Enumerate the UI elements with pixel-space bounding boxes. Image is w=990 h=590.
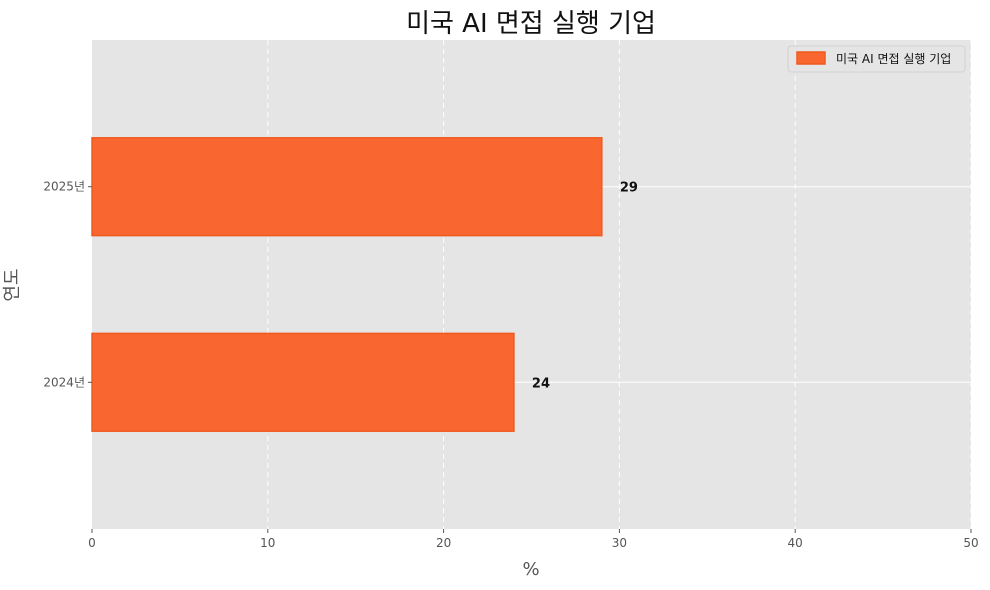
legend-swatch xyxy=(796,51,826,65)
data-labels-group: 24 29 xyxy=(532,181,638,392)
x-tick-label: 10 xyxy=(260,536,275,550)
x-axis-label: % xyxy=(522,559,539,580)
data-label: 29 xyxy=(620,181,638,196)
legend: 미국 AI 면접 실행 기업 xyxy=(787,45,966,73)
y-axis-label: 연도 xyxy=(2,268,23,301)
data-label: 24 xyxy=(532,376,550,391)
legend-label: 미국 AI 면접 실행 기업 xyxy=(836,51,951,66)
x-tick-label: 0 xyxy=(88,536,96,550)
bar-2024년 xyxy=(91,332,515,432)
plot-area xyxy=(92,40,971,529)
x-tick-label: 30 xyxy=(612,536,627,550)
y-tick-label: 2024년 xyxy=(43,375,85,389)
y-tick-label: 2025년 xyxy=(43,180,85,194)
x-tick-label: 20 xyxy=(436,536,451,550)
x-tick-label: 50 xyxy=(963,536,978,550)
bar-2025년 xyxy=(91,137,603,237)
legend-box xyxy=(787,45,966,73)
y-axis-ticks: 2024년 2025년 xyxy=(43,180,92,389)
x-axis-ticks: 0 10 20 30 40 50 xyxy=(88,529,979,550)
bars-group xyxy=(91,137,603,432)
x-tick-label: 40 xyxy=(788,536,803,550)
chart-title: 미국 AI 면접 실행 기업 xyxy=(406,9,656,39)
